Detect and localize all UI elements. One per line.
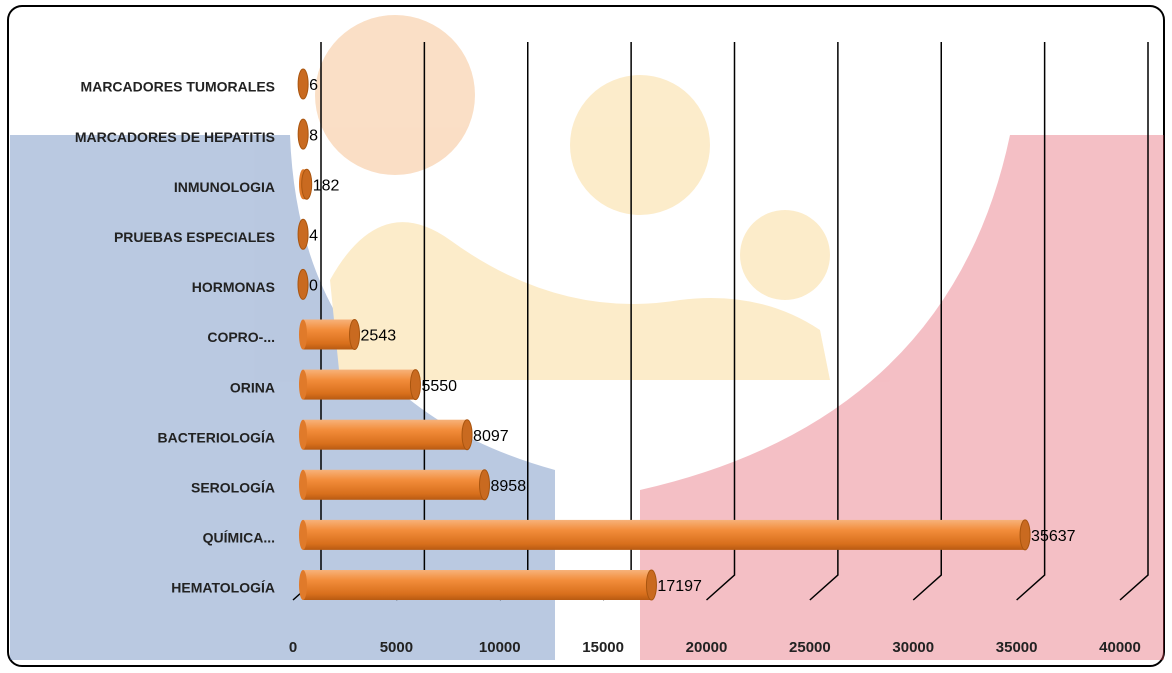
x-tick-label: 25000: [789, 639, 831, 656]
chart-frame: [7, 5, 1165, 667]
bar-cap: [297, 218, 309, 250]
bar: [303, 369, 416, 400]
x-tick-label: 0: [289, 639, 297, 656]
value-label: 8097: [473, 428, 509, 445]
value-label: 17197: [657, 578, 702, 595]
value-label: 8: [309, 127, 318, 144]
y-tick-label: COPRO-...: [207, 329, 275, 345]
bar-cap: [299, 469, 307, 500]
value-label: 5550: [421, 378, 457, 395]
value-label: 2543: [361, 328, 397, 345]
value-label: 35637: [1031, 528, 1076, 545]
y-tick-label: BACTERIOLOGÍA: [158, 429, 275, 445]
grid-line: [706, 42, 736, 601]
y-tick-label: PRUEBAS ESPECIALES: [114, 229, 275, 245]
y-tick-label: HEMATOLOGÍA: [171, 580, 275, 596]
bar-cap: [299, 419, 307, 450]
bar-cap: [299, 519, 307, 550]
bar: [303, 519, 1026, 550]
y-tick-label: ORINA: [230, 379, 275, 395]
x-tick-label: 30000: [892, 639, 934, 656]
bar: [303, 419, 468, 450]
y-tick-label: MARCADORES DE HEPATITIS: [75, 129, 275, 145]
x-tick-label: 10000: [479, 639, 521, 656]
value-label: 182: [313, 177, 340, 194]
bar-cap: [461, 419, 473, 451]
bar-cap: [1019, 519, 1031, 551]
bar: [303, 319, 355, 350]
x-tick-label: 20000: [686, 639, 728, 656]
bar-cap: [299, 570, 307, 600]
bar-cap: [299, 369, 307, 400]
x-tick-label: 5000: [380, 639, 413, 656]
value-label: 4: [309, 228, 318, 245]
bar: [303, 469, 485, 500]
y-tick-label: INMUNOLOGIA: [174, 179, 275, 195]
x-tick-label: 40000: [1099, 639, 1141, 656]
value-label: 0: [309, 278, 318, 295]
bar-cap: [645, 569, 657, 601]
y-tick-label: HORMONAS: [192, 279, 275, 295]
x-tick-label: 15000: [582, 639, 624, 656]
grid-line: [1119, 42, 1149, 601]
value-label: 6: [309, 77, 318, 94]
y-tick-label: QUÍMICA...: [203, 530, 275, 546]
bar-cap: [479, 469, 491, 501]
y-tick-label: SEROLOGÍA: [191, 480, 275, 496]
bar-cap: [301, 168, 313, 200]
bar-cap: [299, 319, 307, 350]
grid-line: [912, 42, 942, 601]
bar-cap: [349, 319, 361, 350]
value-label: 8958: [491, 478, 527, 495]
y-tick-label: MARCADORES TUMORALES: [81, 79, 275, 95]
x-tick-label: 35000: [996, 639, 1038, 656]
bar-cap: [409, 369, 421, 401]
bar-cap: [297, 68, 309, 100]
grid-line: [1016, 42, 1046, 601]
bar: [303, 570, 652, 600]
bar-cap: [297, 268, 309, 300]
grid-line: [809, 42, 839, 601]
bar-cap: [297, 118, 309, 150]
